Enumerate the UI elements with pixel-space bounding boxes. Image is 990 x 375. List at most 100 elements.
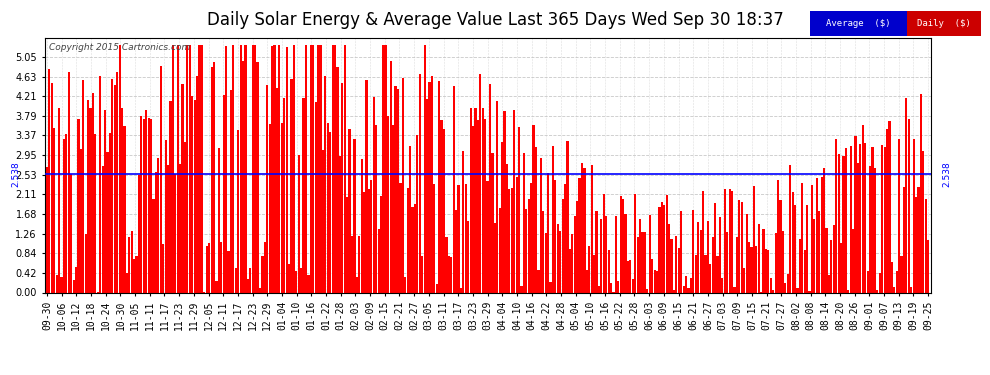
- Bar: [278, 45, 280, 292]
- Bar: [796, 288, 799, 292]
- Bar: [896, 270, 898, 292]
- Bar: [588, 246, 590, 292]
- Bar: [441, 120, 443, 292]
- Bar: [561, 199, 563, 292]
- Bar: [905, 98, 908, 292]
- Bar: [421, 256, 424, 292]
- Bar: [293, 45, 295, 292]
- Text: Copyright 2015 Cartronics.com: Copyright 2015 Cartronics.com: [49, 43, 190, 52]
- Bar: [782, 231, 784, 292]
- Bar: [87, 100, 89, 292]
- Bar: [268, 124, 271, 292]
- Bar: [910, 287, 913, 292]
- Bar: [876, 290, 878, 292]
- Bar: [206, 246, 208, 292]
- Bar: [695, 255, 697, 292]
- Bar: [298, 155, 300, 292]
- Bar: [457, 185, 459, 292]
- Bar: [211, 68, 213, 292]
- Bar: [847, 290, 849, 292]
- Bar: [556, 224, 559, 292]
- Bar: [70, 174, 72, 292]
- Bar: [424, 45, 426, 292]
- Bar: [516, 177, 518, 292]
- Bar: [363, 192, 365, 292]
- Bar: [136, 256, 138, 292]
- Bar: [235, 268, 237, 292]
- Bar: [717, 256, 719, 292]
- Bar: [794, 206, 796, 292]
- Bar: [276, 88, 278, 292]
- Bar: [799, 239, 801, 292]
- Bar: [528, 200, 530, 292]
- Bar: [176, 45, 179, 292]
- Bar: [499, 208, 501, 292]
- Bar: [648, 215, 650, 292]
- Bar: [554, 180, 556, 292]
- Bar: [77, 119, 79, 292]
- Bar: [407, 188, 409, 292]
- Bar: [704, 255, 707, 292]
- Bar: [285, 46, 288, 292]
- Bar: [365, 80, 367, 292]
- Bar: [114, 85, 116, 292]
- Bar: [707, 222, 709, 292]
- Bar: [402, 78, 404, 292]
- Bar: [833, 225, 835, 292]
- Bar: [511, 188, 513, 292]
- Bar: [831, 240, 833, 292]
- Bar: [836, 139, 838, 292]
- Bar: [915, 197, 917, 292]
- Bar: [549, 282, 551, 292]
- Bar: [879, 273, 881, 292]
- Bar: [675, 236, 677, 292]
- Bar: [762, 229, 764, 292]
- Bar: [576, 201, 578, 292]
- Bar: [194, 99, 196, 292]
- Bar: [469, 108, 471, 292]
- Bar: [486, 181, 489, 292]
- Bar: [426, 99, 428, 292]
- Bar: [663, 206, 665, 292]
- Bar: [94, 134, 96, 292]
- Bar: [152, 199, 154, 292]
- Bar: [731, 191, 734, 292]
- Bar: [615, 216, 617, 292]
- Bar: [668, 224, 670, 292]
- Bar: [881, 144, 883, 292]
- Bar: [559, 231, 561, 292]
- Bar: [184, 142, 186, 292]
- Bar: [377, 229, 380, 292]
- Bar: [419, 74, 421, 292]
- Text: Daily Solar Energy & Average Value Last 365 Days Wed Sep 30 18:37: Daily Solar Energy & Average Value Last …: [207, 11, 783, 29]
- Bar: [642, 232, 644, 292]
- Bar: [438, 81, 441, 292]
- Bar: [608, 250, 610, 292]
- Bar: [651, 259, 653, 292]
- Bar: [680, 211, 682, 292]
- Bar: [327, 123, 329, 292]
- Bar: [644, 232, 646, 292]
- Bar: [344, 45, 346, 292]
- Bar: [213, 62, 215, 292]
- Bar: [747, 242, 750, 292]
- Bar: [767, 250, 769, 292]
- Bar: [72, 280, 74, 292]
- Bar: [50, 83, 52, 292]
- Bar: [181, 84, 183, 292]
- Bar: [368, 189, 370, 292]
- Bar: [736, 237, 738, 292]
- Bar: [55, 275, 57, 292]
- Bar: [337, 67, 339, 292]
- Bar: [816, 178, 818, 292]
- Bar: [739, 200, 741, 292]
- Bar: [249, 268, 251, 292]
- Bar: [295, 271, 297, 292]
- Bar: [617, 281, 620, 292]
- Bar: [126, 273, 128, 292]
- Bar: [375, 125, 377, 292]
- Bar: [82, 80, 84, 292]
- Bar: [482, 108, 484, 292]
- Bar: [637, 237, 639, 292]
- Bar: [709, 264, 712, 292]
